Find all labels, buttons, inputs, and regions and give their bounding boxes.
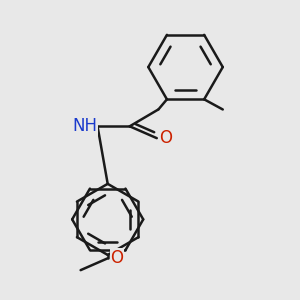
- Text: O: O: [160, 129, 172, 147]
- Text: O: O: [110, 249, 123, 267]
- Text: NH: NH: [73, 117, 98, 135]
